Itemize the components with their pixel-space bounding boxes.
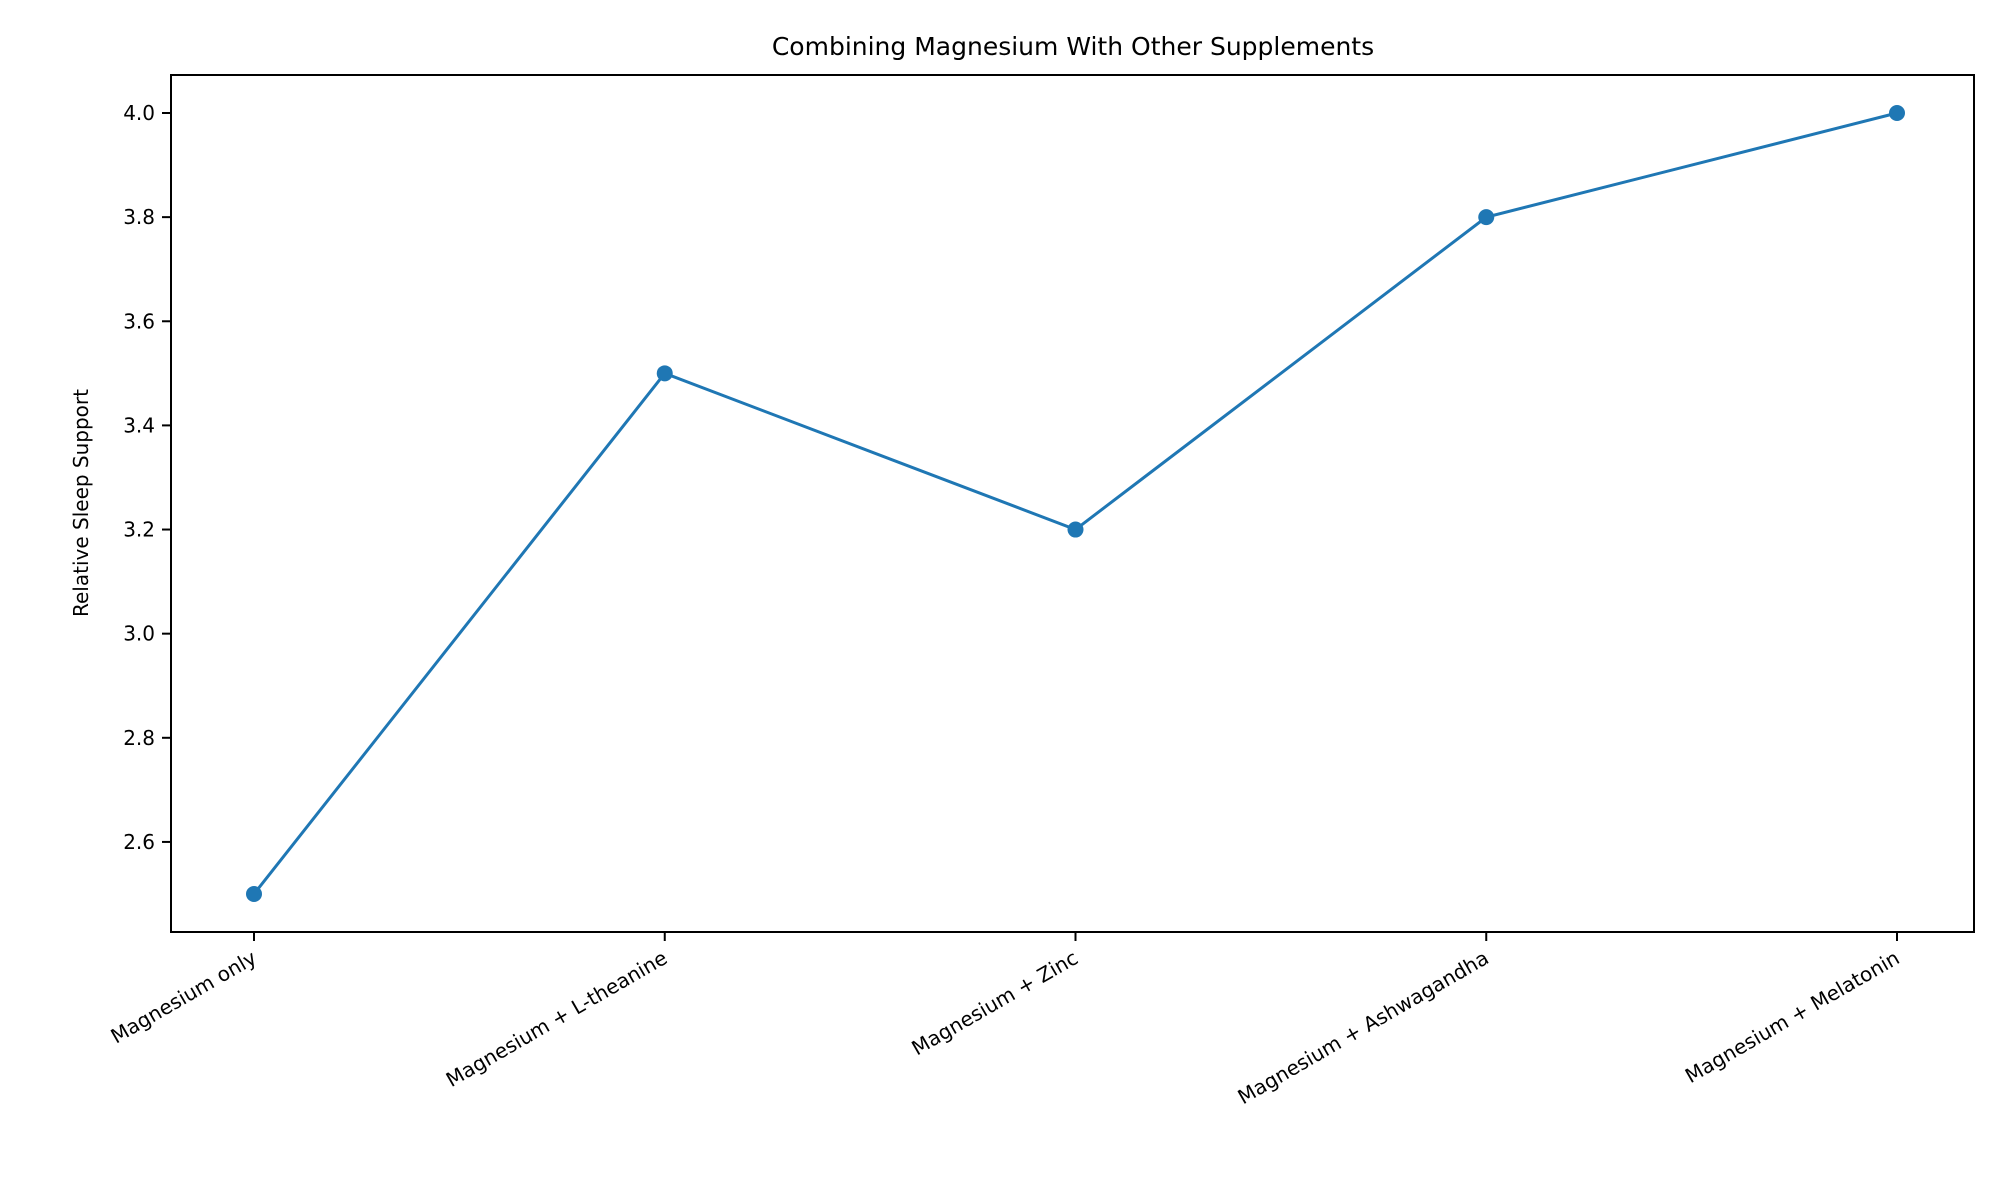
x-tick-label: Magnesium + Ashwagandha bbox=[1234, 946, 1493, 1110]
y-tick-label: 3.2 bbox=[123, 518, 155, 542]
x-tick-label: Magnesium + Zinc bbox=[907, 946, 1082, 1061]
data-point bbox=[246, 885, 262, 902]
x-tick-label: Magnesium only bbox=[106, 945, 260, 1048]
series-line bbox=[252, 111, 1898, 895]
x-tick-label: Magnesium + L-theanine bbox=[442, 946, 671, 1092]
y-tick-label: 2.6 bbox=[123, 830, 155, 854]
x-tick-label: Magnesium + Melatonin bbox=[1681, 946, 1904, 1088]
y-axis-label: Relative Sleep Support bbox=[69, 389, 93, 617]
y-tick-label: 3.0 bbox=[123, 622, 155, 646]
data-point bbox=[1889, 105, 1905, 122]
y-tick-label: 3.6 bbox=[123, 309, 155, 333]
axes-frame bbox=[170, 74, 1975, 933]
y-tick-label: 2.8 bbox=[123, 726, 155, 750]
data-point bbox=[656, 365, 673, 382]
y-tick-label: 3.4 bbox=[123, 413, 155, 437]
chart-title: Combining Magnesium With Other Supplemen… bbox=[772, 32, 1374, 61]
y-tick-label: 4.0 bbox=[123, 101, 155, 125]
data-point bbox=[1067, 521, 1084, 538]
data-point bbox=[1478, 209, 1495, 226]
y-tick-label: 3.8 bbox=[123, 205, 155, 229]
